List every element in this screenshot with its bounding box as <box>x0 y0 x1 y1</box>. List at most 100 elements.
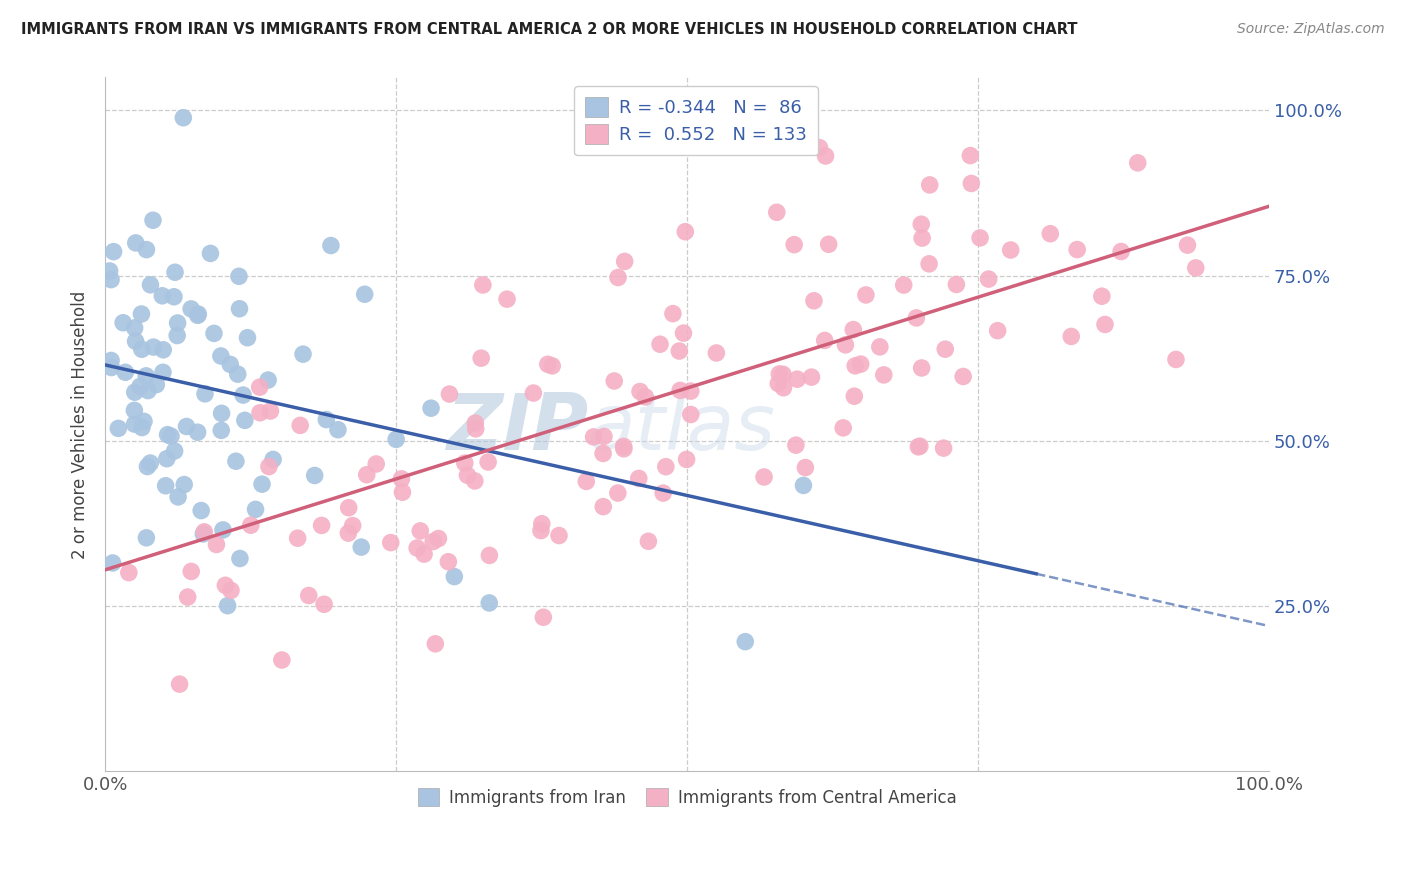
Point <box>202 326 225 341</box>
Point <box>918 178 941 192</box>
Point <box>319 238 342 252</box>
Legend: Immigrants from Iran, Immigrants from Central America: Immigrants from Iran, Immigrants from Ce… <box>409 780 965 815</box>
Point <box>100 360 122 375</box>
Point <box>152 365 174 379</box>
Point <box>960 177 983 191</box>
Point <box>245 502 267 516</box>
Point <box>413 547 436 561</box>
Point <box>425 637 447 651</box>
Point <box>315 412 337 426</box>
Point <box>443 569 465 583</box>
Point <box>100 272 122 286</box>
Point <box>794 460 817 475</box>
Point <box>420 401 443 416</box>
Point <box>844 359 866 373</box>
Point <box>142 340 165 354</box>
Point <box>176 590 198 604</box>
Point <box>1066 243 1088 257</box>
Point <box>792 478 814 492</box>
Point <box>250 477 273 491</box>
Point <box>627 471 650 485</box>
Point <box>668 344 690 359</box>
Point <box>987 324 1010 338</box>
Point <box>209 423 232 437</box>
Point <box>205 537 228 551</box>
Point <box>107 421 129 435</box>
Point <box>100 353 122 368</box>
Point <box>672 326 695 340</box>
Point <box>233 413 256 427</box>
Point <box>190 503 212 517</box>
Point <box>132 414 155 428</box>
Point <box>548 528 571 542</box>
Point <box>1126 156 1149 170</box>
Point <box>187 425 209 440</box>
Point <box>103 244 125 259</box>
Point <box>1091 289 1114 303</box>
Point <box>131 307 153 321</box>
Point <box>145 377 167 392</box>
Point <box>959 148 981 162</box>
Point <box>1060 329 1083 343</box>
Point <box>139 456 162 470</box>
Point <box>163 444 186 458</box>
Point <box>304 468 326 483</box>
Point <box>409 524 432 538</box>
Point <box>228 301 250 316</box>
Point <box>832 421 855 435</box>
Point <box>1094 318 1116 332</box>
Point <box>135 243 157 257</box>
Point <box>249 406 271 420</box>
Y-axis label: 2 or more Vehicles in Household: 2 or more Vehicles in Household <box>72 290 89 558</box>
Point <box>910 217 932 231</box>
Point <box>422 534 444 549</box>
Point <box>118 566 141 580</box>
Point <box>662 307 685 321</box>
Point <box>786 372 808 386</box>
Point <box>905 310 928 325</box>
Point <box>262 452 284 467</box>
Point <box>314 597 336 611</box>
Point <box>167 490 190 504</box>
Point <box>873 368 896 382</box>
Point <box>239 518 262 533</box>
Point <box>259 404 281 418</box>
Point <box>114 365 136 379</box>
Point <box>464 422 486 436</box>
Point <box>163 290 186 304</box>
Point <box>869 340 891 354</box>
Point <box>592 500 614 514</box>
Point <box>478 549 501 563</box>
Point <box>772 381 794 395</box>
Point <box>464 474 486 488</box>
Point <box>969 231 991 245</box>
Point <box>176 419 198 434</box>
Point <box>772 368 794 382</box>
Point <box>98 264 121 278</box>
Point <box>124 385 146 400</box>
Point <box>911 231 934 245</box>
Point <box>219 583 242 598</box>
Point <box>844 389 866 403</box>
Point <box>356 467 378 482</box>
Point <box>156 427 179 442</box>
Point <box>648 337 671 351</box>
Point <box>669 384 692 398</box>
Point <box>298 589 321 603</box>
Point <box>893 278 915 293</box>
Point <box>530 524 553 538</box>
Point <box>593 429 616 443</box>
Point <box>673 225 696 239</box>
Point <box>249 380 271 394</box>
Point <box>817 237 839 252</box>
Point <box>124 417 146 431</box>
Point <box>470 351 492 365</box>
Point <box>637 534 659 549</box>
Point <box>814 149 837 163</box>
Text: atlas: atlas <box>588 390 776 466</box>
Point <box>194 387 217 401</box>
Point <box>124 403 146 417</box>
Point <box>522 386 544 401</box>
Point <box>496 292 519 306</box>
Point <box>768 376 790 391</box>
